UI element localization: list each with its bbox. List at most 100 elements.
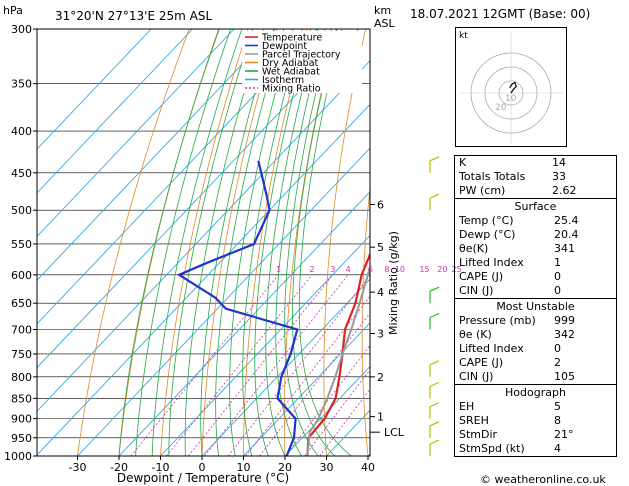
legend-entry: Wet Adiabat: [262, 67, 320, 78]
table-row: Lifted Index 1: [455, 256, 618, 270]
hodo-label: StmDir: [459, 428, 498, 441]
wind-barbs: [429, 156, 440, 456]
hodo-value: 8: [554, 414, 561, 427]
mu-label: CAPE (J): [459, 356, 504, 369]
wet-adiabat-line: [200, 29, 275, 456]
wind-barb-flag: [429, 402, 440, 408]
table-row: θe(K) 341: [455, 242, 618, 256]
table-row: Pressure (mb) 999: [455, 314, 618, 328]
pressure-tick-label: 1000: [4, 450, 32, 463]
index-value: 33: [552, 170, 566, 183]
hpa-label: hPa: [3, 4, 23, 17]
pressure-tick-label: 800: [11, 371, 32, 384]
legend-entry: Dry Adiabat: [262, 58, 319, 69]
mixing-ratio-labels: 1 2 3 4 6 8 10 15 20 25: [276, 265, 462, 274]
indices-panel: K 14 Totals Totals 33 PW (cm) 2.62 Surface …: [454, 155, 617, 457]
temperature-tick-label: -10: [152, 461, 170, 474]
mu-label: Pressure (mb): [459, 314, 536, 327]
wind-barb-flag: [429, 156, 440, 162]
wet-adiabat-line: [151, 29, 243, 456]
table-row: CAPE (J) 2: [455, 356, 618, 370]
x-axis-title: Dewpoint / Temperature (°C): [117, 471, 289, 485]
km-tick-label: 6: [377, 198, 384, 211]
mixing-ratio-line: [204, 274, 349, 456]
dry-adiabat-line: [283, 29, 337, 456]
mixing-ratio-label: 2: [309, 265, 314, 274]
pressure-axis: 300 350 400 450 500 550 600 650 700 750 800 850 900 9…: [4, 23, 37, 463]
isotherm-line: [37, 103, 370, 456]
mixing-ratio-label: 20: [437, 265, 447, 274]
legend-entry: Mixing Ratio: [262, 84, 321, 95]
pressure-tick-label: 850: [11, 392, 32, 405]
wind-barb-flag: [429, 286, 440, 292]
wet-adiabat-line: [242, 29, 303, 456]
hodograph-title: Hodograph: [505, 386, 566, 399]
surface-value: 0: [554, 284, 561, 297]
table-row: SREH 8: [455, 414, 618, 428]
isotherm-line: [160, 234, 370, 456]
pressure-tick-label: 650: [11, 297, 32, 310]
legend-entry: Parcel Trajectory: [262, 50, 341, 61]
wind-barb-flag: [429, 439, 440, 445]
index-label: PW (cm): [459, 184, 506, 197]
parcel-trajectory-line: [306, 263, 370, 456]
surface-label: θe(K): [459, 242, 489, 255]
legend-entry: Isotherm: [262, 75, 304, 86]
wet-adiabat-line: [265, 29, 319, 456]
wet-adiabat-line: [215, 29, 285, 456]
index-value: 2.62: [552, 184, 577, 197]
hodo-value: 4: [554, 442, 561, 455]
isotherm-line: [284, 365, 370, 456]
temperature-tick-label: 0: [199, 461, 206, 474]
mixing-ratio-label: 1: [276, 265, 281, 274]
km-tick-label: 2: [377, 371, 384, 384]
table-row: EH 5: [455, 400, 618, 414]
plot-frame: [36, 28, 371, 457]
wind-barb-flag: [429, 381, 440, 387]
hodo-label: SREH: [459, 414, 489, 427]
table-row: K 14: [455, 156, 617, 171]
mu-value: 999: [554, 314, 575, 327]
isotherm-line: [37, 29, 318, 325]
legend-background: [242, 31, 362, 93]
wind-barb-flag: [429, 193, 440, 199]
surface-title: Surface: [514, 200, 557, 213]
pressure-tick-label: 400: [11, 125, 32, 138]
pressure-tick-label: 700: [11, 324, 32, 337]
table-row: Temp (°C) 25.4: [455, 214, 618, 228]
mixing-ratio-label: 10: [395, 265, 405, 274]
wet-adiabat-line: [135, 29, 232, 456]
hodograph: kt 20 10: [455, 27, 567, 147]
mixing-ratio-label: 8: [384, 265, 389, 274]
table-row: StmDir 21°: [455, 428, 618, 442]
mixing-ratio-label: 3: [330, 265, 335, 274]
km-tick-label: 3: [377, 328, 384, 341]
wind-barb-flag: [429, 360, 440, 366]
table-row: CAPE (J) 0: [455, 270, 618, 284]
date-line: 18.07.2021 12GMT (Base: 00): [410, 7, 591, 21]
pressure-tick-label: 450: [11, 167, 32, 180]
credit-text: © weatheronline.co.uk: [480, 473, 606, 486]
mixing-ratio-label: 25: [451, 265, 461, 274]
dry-adiabat-line: [201, 29, 278, 456]
table-row: θe (K) 342: [455, 328, 618, 342]
dry-adiabat-line: [399, 29, 424, 456]
isotherm-line: [37, 29, 276, 281]
pressure-tick-label: 350: [11, 78, 32, 91]
temperature-tick-label: 40: [361, 461, 375, 474]
wet-adiabat-line: [284, 29, 332, 456]
surface-label: CAPE (J): [459, 270, 504, 283]
hodo-value: 21°: [554, 428, 574, 441]
isotherm-line: [243, 322, 370, 456]
mu-label: Lifted Index: [459, 342, 524, 355]
temperature-axis: -30 -20 -10 0 10 20 30 40: [69, 456, 375, 474]
wet-adiabat-line: [118, 29, 220, 456]
temperature-tick-label: 30: [320, 461, 334, 474]
surface-label: Lifted Index: [459, 256, 524, 269]
wet-adiabat-line: [229, 29, 294, 456]
table-row: Dewp (°C) 20.4: [455, 228, 618, 242]
hodo-label: EH: [459, 400, 475, 413]
surface-value: 20.4: [554, 228, 579, 241]
mixing-ratio-label: 4: [346, 265, 351, 274]
hodograph-ring-label-1: 10: [505, 94, 517, 104]
